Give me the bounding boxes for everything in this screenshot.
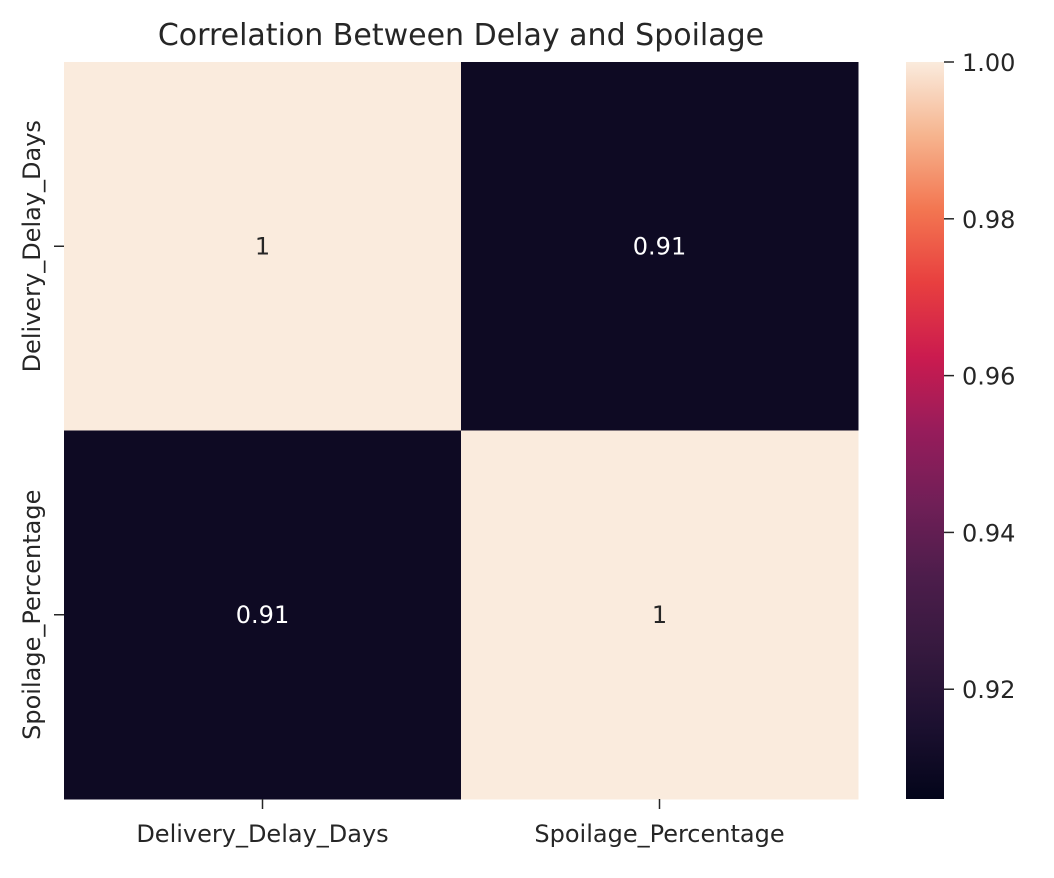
colorbar-tick-label: 0.94 [962, 519, 1015, 547]
cell-value-label: 0.91 [633, 232, 686, 260]
heatmap-cell [64, 430, 462, 800]
heatmap-cells [64, 62, 859, 800]
cell-value-label: 1 [652, 601, 667, 629]
colorbar-tick-label: 0.98 [962, 206, 1015, 234]
colorbar-tick-label: 0.96 [962, 363, 1015, 391]
x-axis: Delivery_Delay_Days Spoilage_Percentage [136, 799, 785, 848]
y-tick-label: Spoilage_Percentage [18, 490, 46, 740]
colorbar-gradient [906, 62, 944, 799]
x-tick-label: Delivery_Delay_Days [136, 820, 388, 848]
heatmap-cell [461, 62, 859, 431]
heatmap-cell [64, 62, 462, 431]
x-tick-label: Spoilage_Percentage [534, 820, 784, 848]
colorbar-tick-label: 1.00 [962, 49, 1015, 77]
y-axis: Delivery_Delay_Days Spoilage_Percentage [18, 120, 64, 740]
colorbar-ticks: 1.00 0.98 0.96 0.94 0.92 [944, 49, 1015, 704]
cell-value-label: 1 [255, 232, 270, 260]
heatmap-cell [461, 430, 859, 800]
heatmap-cell-labels: 1 0.91 0.91 1 [236, 232, 686, 629]
y-tick-label: Delivery_Delay_Days [18, 120, 46, 372]
colorbar [906, 62, 944, 799]
chart-title: Correlation Between Delay and Spoilage [158, 18, 764, 53]
colorbar-tick-label: 0.92 [962, 676, 1015, 704]
cell-value-label: 0.91 [236, 601, 289, 629]
